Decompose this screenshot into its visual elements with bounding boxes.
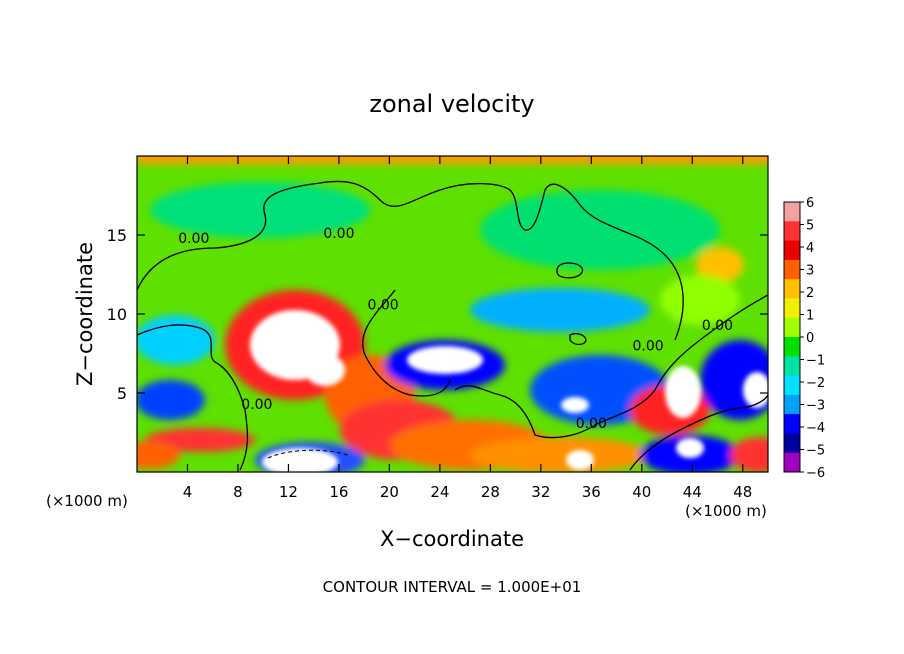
- plot-area: 0.00 0.00 0.00 0.00 0.00 0.00 0.00: [137, 156, 768, 472]
- colorbar-tick-label: −5: [806, 444, 825, 459]
- colorbar-tick-label: 1: [806, 309, 814, 324]
- x-tick-label: 20: [380, 483, 399, 501]
- y-tick-label: 10: [107, 305, 127, 324]
- colorbar-tick-label: 5: [806, 219, 814, 234]
- contour-label: 0.00: [368, 297, 399, 313]
- colorbar-swatch: [784, 259, 800, 280]
- x-tick-label: 24: [430, 483, 449, 501]
- contour-lines: [137, 180, 768, 471]
- colorbar-tick-label: −1: [806, 354, 825, 369]
- colorbar-tick-label: −4: [806, 421, 825, 436]
- y-tick-label: 5: [117, 384, 127, 403]
- x-tick-label: 44: [683, 483, 702, 501]
- colorbar-swatch: [784, 337, 800, 357]
- colorbar-tick-label: 0: [806, 331, 814, 346]
- x-axis: 4 8 12 16 20 24 28 32 36 40 44 48: [183, 156, 752, 501]
- colorbar-tick-label: −6: [806, 466, 825, 481]
- x-tick-label: 12: [279, 483, 298, 501]
- colorbar-swatch: [784, 202, 800, 222]
- contour-interval-footer: CONTOUR INTERVAL = 1.000E+01: [323, 578, 582, 596]
- colorbar-tick-label: −3: [806, 399, 825, 414]
- contour-label: 0.00: [178, 231, 209, 247]
- x-tick-label: 48: [733, 483, 752, 501]
- x-tick-label: 8: [233, 483, 243, 501]
- y-tick-label: 15: [107, 226, 127, 245]
- contour-label: 0.00: [241, 397, 272, 413]
- x-tick-label: 4: [183, 483, 193, 501]
- colorbar-tick-label: 3: [806, 264, 814, 279]
- x-tick-label: 16: [329, 483, 348, 501]
- contour-label: 0.00: [633, 338, 664, 354]
- colorbar-swatch: [784, 221, 800, 242]
- colorbar-tick-label: 4: [806, 241, 814, 256]
- colorbar-swatch: [784, 240, 800, 261]
- colorbar: 6 5 4 3 2 1 0 −1 −2 −3 −4 −5 −6: [783, 196, 825, 481]
- colorbar-swatch: [784, 279, 800, 299]
- colorbar-tick-label: 2: [806, 286, 814, 301]
- y-axis-label: Z−coordinate: [73, 242, 97, 386]
- x-tick-label: 28: [481, 483, 500, 501]
- x-tick-label: 32: [531, 483, 550, 501]
- x-tick-label: 36: [582, 483, 601, 501]
- colorbar-tick-label: 6: [806, 196, 814, 211]
- x-unit-left: (×1000 m): [46, 492, 128, 510]
- colorbar-swatch: [784, 317, 800, 338]
- y-axis: 5 10 15: [107, 226, 768, 403]
- colorbar-swatch: [784, 356, 800, 377]
- x-tick-label: 40: [632, 483, 651, 501]
- colorbar-swatch: [784, 375, 800, 396]
- contour-label: 0.00: [702, 318, 733, 334]
- x-axis-label: X−coordinate: [380, 527, 524, 551]
- colorbar-swatch: [784, 414, 800, 434]
- x-unit-right: (×1000 m): [685, 502, 767, 520]
- contour-label: 0.00: [576, 416, 607, 432]
- colorbar-swatch: [784, 394, 800, 415]
- chart-title: zonal velocity: [369, 90, 534, 118]
- contour-labels: 0.00 0.00 0.00 0.00 0.00 0.00 0.00: [178, 226, 733, 432]
- colorbar-swatch: [784, 298, 800, 319]
- colorbar-tick-label: −2: [806, 376, 825, 391]
- colorbar-swatch: [784, 452, 800, 473]
- contour-label: 0.00: [323, 226, 354, 242]
- colorbar-swatch: [784, 433, 800, 454]
